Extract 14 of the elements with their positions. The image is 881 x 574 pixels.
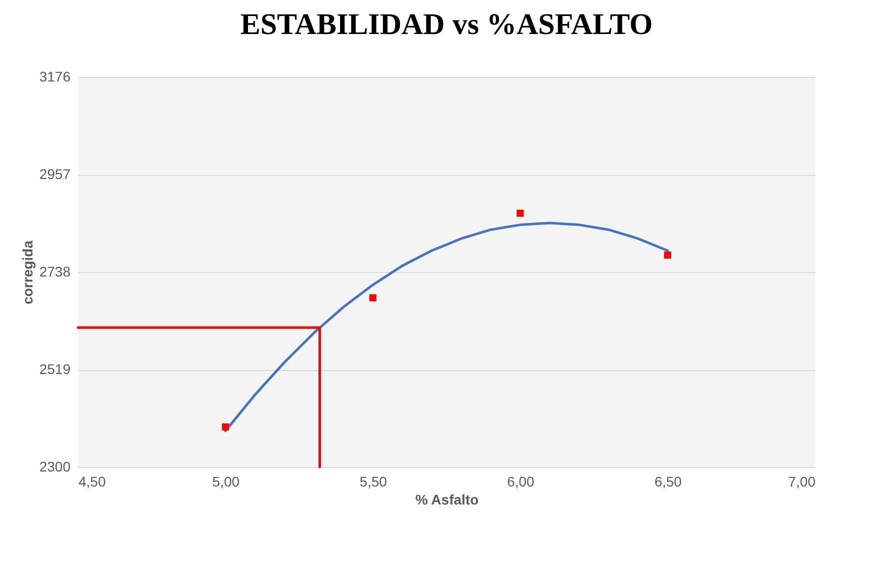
chart-title: ESTABILIDAD vs %ASFALTO xyxy=(240,8,653,41)
x-axis-title: % Asfalto xyxy=(415,492,479,508)
y-axis-title: corregida xyxy=(19,240,36,304)
y-tick-label: 2300 xyxy=(39,458,71,474)
x-tick-label: 7,00 xyxy=(788,474,816,490)
y-tick-label: 2957 xyxy=(39,166,71,182)
y-tick-label: 2738 xyxy=(39,264,71,280)
x-tick-label: 5,50 xyxy=(360,474,388,490)
x-tick-label: 5,00 xyxy=(212,474,240,490)
y-tick-label: 3176 xyxy=(39,68,71,84)
y-tick-label: 2519 xyxy=(39,361,71,377)
x-tick-label: 6,50 xyxy=(654,474,682,490)
x-tick-label: 6,00 xyxy=(507,474,535,490)
x-tick-label: 4,50 xyxy=(78,474,106,490)
